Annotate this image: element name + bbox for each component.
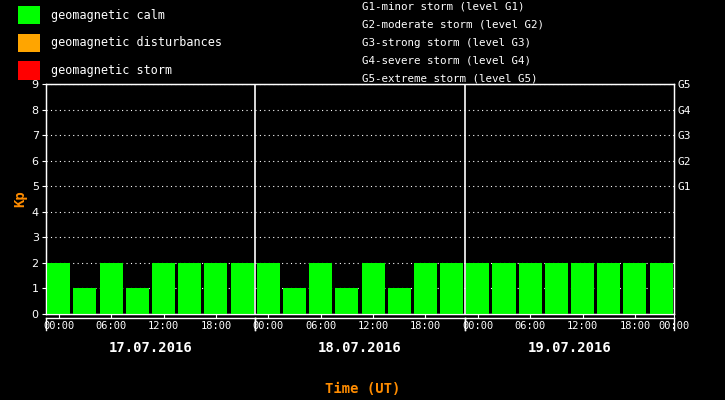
Bar xyxy=(257,263,280,314)
Text: geomagnetic calm: geomagnetic calm xyxy=(51,9,165,22)
FancyBboxPatch shape xyxy=(18,6,40,24)
Bar xyxy=(336,288,358,314)
Bar xyxy=(362,263,384,314)
Bar xyxy=(231,263,254,314)
Text: 19.07.2016: 19.07.2016 xyxy=(528,341,611,355)
Bar xyxy=(73,288,96,314)
Bar xyxy=(650,263,673,314)
Bar xyxy=(597,263,621,314)
Text: G1-minor storm (level G1): G1-minor storm (level G1) xyxy=(362,2,525,12)
Text: G5-extreme storm (level G5): G5-extreme storm (level G5) xyxy=(362,74,538,84)
Text: geomagnetic disturbances: geomagnetic disturbances xyxy=(51,36,222,49)
Text: G4-severe storm (level G4): G4-severe storm (level G4) xyxy=(362,56,531,66)
Bar xyxy=(152,263,175,314)
Bar xyxy=(126,288,149,314)
Bar xyxy=(545,263,568,314)
FancyBboxPatch shape xyxy=(18,61,40,80)
Bar xyxy=(440,263,463,314)
FancyBboxPatch shape xyxy=(18,34,40,52)
Bar xyxy=(47,263,70,314)
Text: G2-moderate storm (level G2): G2-moderate storm (level G2) xyxy=(362,20,544,30)
Bar xyxy=(178,263,202,314)
Y-axis label: Kp: Kp xyxy=(14,191,28,207)
Bar xyxy=(388,288,411,314)
Bar xyxy=(99,263,123,314)
Bar xyxy=(466,263,489,314)
Bar xyxy=(283,288,306,314)
Bar xyxy=(624,263,647,314)
Bar xyxy=(414,263,437,314)
Text: 18.07.2016: 18.07.2016 xyxy=(318,341,402,355)
Text: G3-strong storm (level G3): G3-strong storm (level G3) xyxy=(362,38,531,48)
Bar xyxy=(571,263,594,314)
Bar xyxy=(492,263,515,314)
Bar xyxy=(518,263,542,314)
Bar xyxy=(204,263,228,314)
Text: geomagnetic storm: geomagnetic storm xyxy=(51,64,172,77)
Text: Time (UT): Time (UT) xyxy=(325,382,400,396)
Text: 17.07.2016: 17.07.2016 xyxy=(109,341,192,355)
Bar xyxy=(309,263,332,314)
